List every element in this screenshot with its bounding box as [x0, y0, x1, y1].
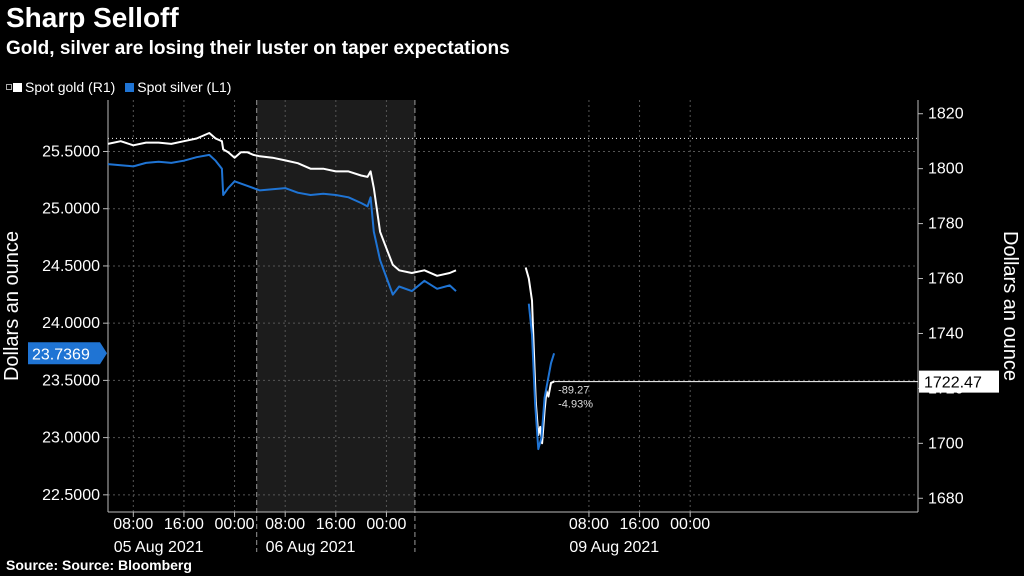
x-tick-label: 16:00: [316, 516, 356, 533]
left-tick-label: 24.5000: [42, 258, 100, 275]
right-tick-label: 1680: [928, 490, 964, 507]
right-axis-title: Dollars an ounce: [999, 231, 1021, 381]
change-annotation: -89.27: [558, 385, 589, 397]
legend-item-gold[interactable]: Spot gold (R1): [6, 79, 115, 95]
right-tick-label: 1800: [928, 161, 964, 178]
silver-value-callout: [28, 342, 107, 365]
chart-title: Sharp Selloff: [6, 2, 179, 33]
x-tick-label: 16:00: [620, 516, 660, 533]
x-tick-label: 00:00: [366, 516, 406, 533]
left-tick-label: 25.0000: [42, 201, 100, 218]
legend: Spot gold (R1) Spot silver (L1): [6, 78, 241, 96]
left-tick-label: 22.5000: [42, 487, 100, 504]
x-tick-label: 00:00: [670, 516, 710, 533]
legend-silver-label: Spot silver (L1): [137, 79, 232, 95]
x-date-label: 09 Aug 2021: [569, 539, 659, 556]
legend-item-silver[interactable]: Spot silver (L1): [125, 79, 231, 95]
x-tick-label: 16:00: [164, 516, 204, 533]
series-line-silver: [527, 303, 556, 451]
right-tick-label: 1700: [928, 435, 964, 452]
series-line-silver: [107, 153, 457, 296]
left-tick-label: 23.5000: [42, 372, 100, 389]
gold-value-label: 1722.47: [924, 375, 982, 392]
legend-toggle-icon: [6, 84, 12, 90]
gold-swatch-icon: [13, 82, 22, 92]
change-pct-annotation: -4.93%: [558, 399, 593, 411]
right-tick-label: 1740: [928, 325, 964, 342]
right-tick-label: 1780: [928, 216, 964, 233]
series-line-gold: [107, 132, 457, 277]
source-note: Source: Source: Bloomberg: [6, 557, 192, 573]
x-date-label: 05 Aug 2021: [114, 539, 204, 556]
x-tick-label: 08:00: [113, 516, 153, 533]
silver-swatch-icon: [125, 82, 135, 92]
x-date-label: 06 Aug 2021: [266, 539, 356, 556]
x-tick-label: 08:00: [569, 516, 609, 533]
right-tick-label: 1820: [928, 106, 964, 123]
silver-value-label: 23.7369: [32, 346, 90, 363]
right-tick-label: 1760: [928, 271, 964, 288]
x-tick-label: 00:00: [215, 516, 255, 533]
chart-subtitle: Gold, silver are losing their luster on …: [6, 38, 510, 59]
series-line-gold: [524, 267, 555, 445]
left-axis-title: Dollars an ounce: [1, 231, 23, 381]
legend-gold-label: Spot gold (R1): [25, 79, 116, 95]
left-tick-label: 24.0000: [42, 315, 100, 332]
left-tick-label: 25.5000: [42, 144, 100, 161]
gold-value-callout: [919, 370, 999, 393]
x-tick-label: 08:00: [265, 516, 305, 533]
left-tick-label: 23.0000: [42, 430, 100, 447]
